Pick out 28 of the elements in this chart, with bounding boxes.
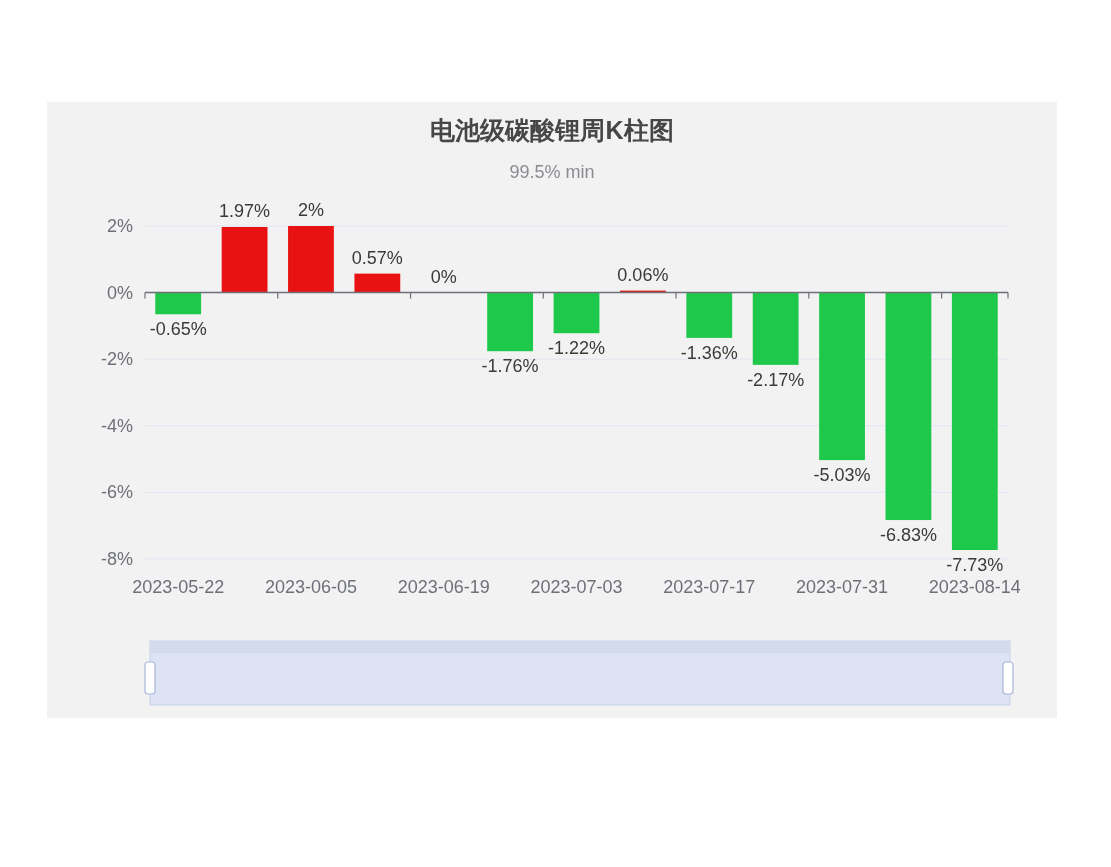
x-tick-label: 2023-07-31 [796,577,889,597]
x-tick-label: 2023-07-17 [663,577,756,597]
data-label: 0% [430,266,457,287]
y-tick-label: -2% [100,349,133,370]
data-label: 1.97% [219,201,271,221]
subtitle: 99.5% min [509,162,595,182]
y-tick-label: -8% [100,549,133,569]
x-tick-label: 2023-08-14 [928,577,1021,597]
data-label: -0.65% [149,319,207,340]
data-label: 0.06% [617,264,669,285]
data-label: 2% [297,200,324,220]
y-tick-label: 2% [106,216,133,236]
title: 电池级碳酸锂周K柱图 [430,116,674,144]
data-label: -5.03% [813,465,871,486]
x-tick-label: 2023-06-05 [264,577,357,597]
data-label: -6.83% [879,525,937,546]
data-label: -1.76% [481,356,539,377]
data-label: -7.73% [946,555,1004,576]
y-tick-label: 0% [106,282,133,303]
data-label: -1.36% [680,342,738,363]
data-label: 0.57% [351,247,403,268]
x-tick-label: 2023-05-22 [132,577,225,597]
y-tick-label: -4% [100,415,133,436]
data-label: -1.22% [547,338,606,359]
x-tick-label: 2023-06-19 [397,577,490,597]
y-tick-label: -6% [100,482,133,503]
x-tick-label: 2023-07-03 [530,577,623,597]
data-label: -2.17% [747,369,805,390]
